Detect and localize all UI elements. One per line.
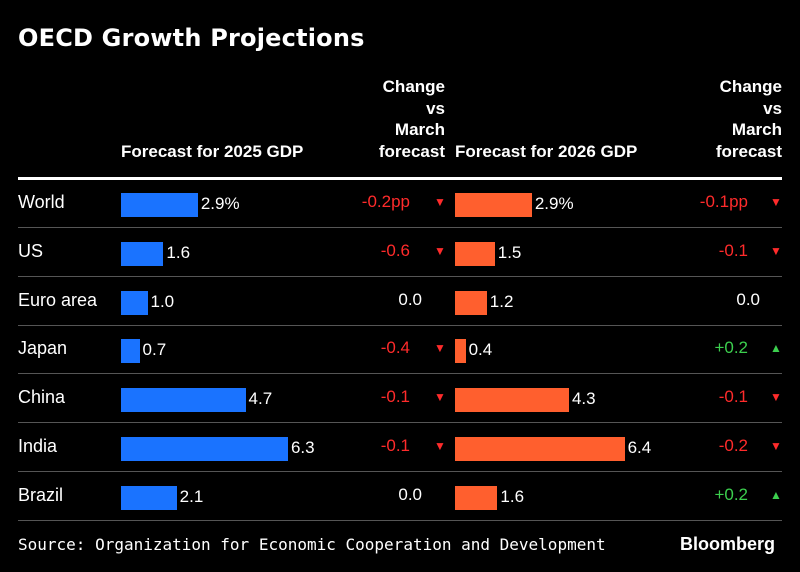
change-label-2026: +0.2 bbox=[714, 338, 748, 358]
value-label-2026: 1.6 bbox=[500, 486, 525, 506]
header-forecast-2025: Forecast for 2025 GDP bbox=[121, 142, 304, 161]
value-label-2025: 4.7 bbox=[248, 389, 273, 409]
change-label-2026: 0.0 bbox=[736, 289, 760, 309]
row-divider bbox=[18, 422, 782, 424]
down-arrow-icon: ▼ bbox=[770, 243, 782, 258]
header-change-2026-line2: vs bbox=[763, 98, 782, 118]
value-label-2025: 2.9% bbox=[200, 194, 240, 213]
bar-2025 bbox=[121, 241, 164, 266]
table-row: China 4.7 -0.1 ▼ 4.3 -0.1 ▼ bbox=[18, 375, 782, 424]
row-divider bbox=[18, 373, 782, 375]
change-label-2026: -0.1 bbox=[718, 387, 748, 407]
country-label: Japan bbox=[18, 338, 68, 359]
value-label-2026: 1.5 bbox=[497, 242, 522, 262]
header-change-2025-line1: Change bbox=[382, 77, 445, 96]
change-label-2025: -0.1 bbox=[380, 436, 410, 455]
bar-2026 bbox=[455, 339, 466, 364]
value-label-2025: 6.3 bbox=[290, 438, 315, 457]
table-row: US 1.6 -0.6 ▼ 1.5 -0.1 ▼ bbox=[18, 229, 782, 277]
value-label-2025: 0.7 bbox=[142, 340, 167, 360]
value-label-2026: 2.9% bbox=[534, 194, 574, 213]
bar-2025 bbox=[121, 193, 198, 217]
change-label-2025: -0.2pp bbox=[361, 192, 410, 211]
table-row: Brazil 2.1 0.0 1.6 +0.2 ▲ bbox=[18, 473, 782, 521]
header-rule bbox=[18, 177, 782, 180]
value-label-2026: 6.4 bbox=[627, 438, 652, 457]
down-arrow-icon: ▼ bbox=[770, 439, 782, 453]
bar-2026 bbox=[455, 388, 569, 413]
down-arrow-icon: ▼ bbox=[434, 195, 446, 209]
value-label-2026: 0.4 bbox=[468, 340, 493, 360]
bar-2025 bbox=[121, 339, 140, 364]
row-divider bbox=[18, 275, 782, 277]
value-label-2025: 1.0 bbox=[150, 291, 175, 311]
row-divider bbox=[18, 471, 782, 472]
value-label-2025: 1.6 bbox=[166, 242, 191, 262]
up-arrow-icon: ▲ bbox=[770, 341, 782, 356]
bar-2026 bbox=[455, 290, 487, 315]
country-label: China bbox=[18, 387, 66, 408]
down-arrow-icon: ▼ bbox=[434, 439, 446, 453]
bar-2026 bbox=[455, 485, 498, 510]
up-arrow-icon: ▲ bbox=[770, 487, 782, 502]
change-label-2026: -0.1pp bbox=[699, 192, 748, 211]
header-change-2026: Change vs March forecast bbox=[682, 76, 782, 162]
chart-title: OECD Growth Projections bbox=[18, 24, 365, 52]
country-label: Brazil bbox=[18, 484, 64, 505]
change-label-2025: -0.6 bbox=[380, 240, 410, 260]
value-label-2026: 4.3 bbox=[571, 389, 596, 409]
source-note: Source: Organization for Economic Cooper… bbox=[18, 535, 606, 554]
header-change-2025-line4: forecast bbox=[378, 141, 445, 161]
header-change-2026-line4: forecast bbox=[715, 141, 782, 161]
value-label-2026: 1.2 bbox=[489, 291, 514, 311]
country-label: US bbox=[18, 240, 44, 261]
down-arrow-icon: ▼ bbox=[434, 243, 446, 258]
header-forecast-2026: Forecast for 2026 GDP bbox=[455, 142, 638, 161]
table-row: World 2.9% -0.2pp ▼ 2.9% -0.1pp ▼ bbox=[18, 180, 782, 228]
bar-2026 bbox=[455, 193, 532, 217]
down-arrow-icon: ▼ bbox=[770, 195, 782, 209]
change-label-2025: 0.0 bbox=[398, 484, 422, 504]
header-change-2026-line1: Change bbox=[719, 77, 782, 96]
down-arrow-icon: ▼ bbox=[434, 390, 446, 405]
header-change-2025: Change vs March forecast bbox=[345, 76, 445, 162]
bar-2025 bbox=[121, 290, 148, 315]
down-arrow-icon: ▼ bbox=[434, 341, 446, 356]
row-divider bbox=[18, 324, 782, 326]
header-change-2026-line3: March bbox=[731, 120, 782, 139]
change-label-2026: -0.2 bbox=[718, 436, 748, 455]
table-row: Euro area 1.0 0.0 1.2 0.0 bbox=[18, 278, 782, 326]
change-label-2026: +0.2 bbox=[714, 484, 748, 504]
country-label: World bbox=[18, 192, 65, 212]
change-label-2025: 0.0 bbox=[398, 289, 422, 309]
value-label-2025: 2.1 bbox=[179, 486, 204, 506]
table-row: India 6.3 -0.1 ▼ 6.4 -0.2 ▼ bbox=[18, 424, 782, 472]
bar-2026 bbox=[455, 241, 495, 266]
bar-2026 bbox=[455, 437, 625, 461]
bloomberg-logo: Bloomberg bbox=[679, 534, 775, 554]
country-label: India bbox=[18, 436, 58, 456]
bar-2025 bbox=[121, 437, 288, 461]
row-divider bbox=[18, 227, 782, 228]
row-divider bbox=[18, 519, 782, 521]
bar-2025 bbox=[121, 388, 246, 413]
table-row: Japan 0.7 -0.4 ▼ 0.4 +0.2 ▲ bbox=[18, 326, 782, 375]
bar-2025 bbox=[121, 485, 177, 510]
header-change-2025-line3: March bbox=[394, 120, 445, 139]
change-label-2025: -0.1 bbox=[380, 387, 410, 407]
down-arrow-icon: ▼ bbox=[770, 390, 782, 405]
change-label-2025: -0.4 bbox=[380, 338, 410, 358]
country-label: Euro area bbox=[18, 289, 98, 310]
header-change-2025-line2: vs bbox=[426, 98, 445, 118]
change-label-2026: -0.1 bbox=[718, 240, 748, 260]
